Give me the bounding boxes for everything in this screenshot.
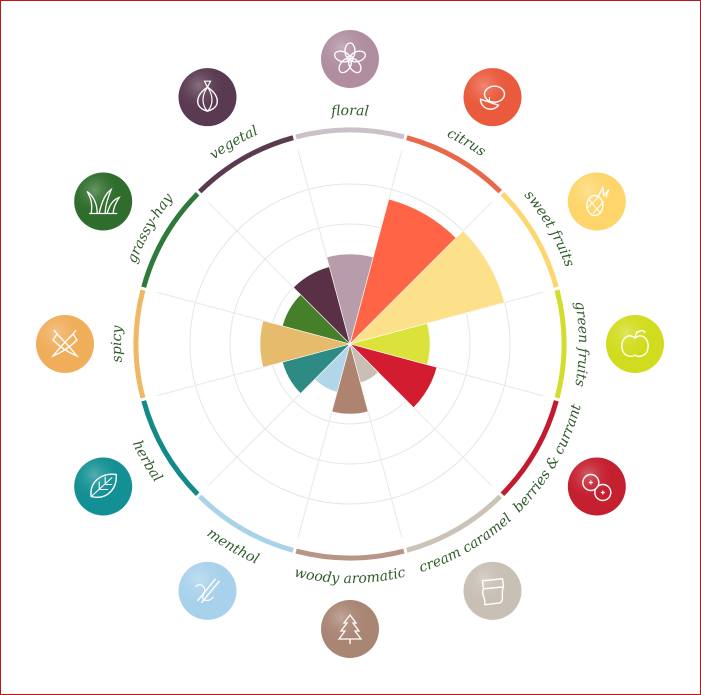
ring-segment <box>406 135 503 194</box>
ring-segment <box>406 494 503 553</box>
ring-segment <box>197 494 294 553</box>
category-label: menthol <box>204 525 261 567</box>
chili-icon <box>36 315 94 373</box>
category-icons <box>36 30 664 658</box>
wedge-vegetal <box>293 266 351 346</box>
category-label: woody aromatic <box>293 565 407 587</box>
category-label: green fruits <box>571 300 591 388</box>
grid-ring <box>229 223 471 465</box>
ring-segment <box>500 400 559 497</box>
outer-ring <box>133 127 567 561</box>
ring-segment <box>141 400 200 497</box>
category-label: spicy <box>109 324 126 363</box>
lemon-icon <box>463 68 522 127</box>
wedge-spicy <box>259 320 352 368</box>
ring-segment <box>141 191 200 288</box>
grid-ring <box>189 183 511 505</box>
menthol-icon <box>178 561 237 620</box>
wedge-sweet-fruits <box>348 230 505 345</box>
wedge-woody-aromatic <box>331 342 369 415</box>
caramel-icon <box>463 561 522 620</box>
grass-icon <box>74 172 133 231</box>
wedges <box>259 198 505 415</box>
ring-segment <box>500 191 559 288</box>
flower-icon <box>321 30 379 88</box>
tree-icon <box>321 600 379 658</box>
berries-icon <box>567 457 626 516</box>
ring-segment <box>295 548 405 561</box>
category-label: floral <box>330 103 370 120</box>
leaf-icon <box>74 457 133 516</box>
apple-icon <box>606 315 664 373</box>
ring-segment <box>197 135 294 194</box>
ring-segment <box>554 289 567 399</box>
ring-segment <box>133 289 146 399</box>
onion-icon <box>178 68 237 127</box>
wedge-berries-currant <box>348 343 438 409</box>
ring-segment <box>295 127 405 140</box>
pineapple-icon <box>567 172 626 231</box>
category-label: vegetal <box>207 123 261 163</box>
